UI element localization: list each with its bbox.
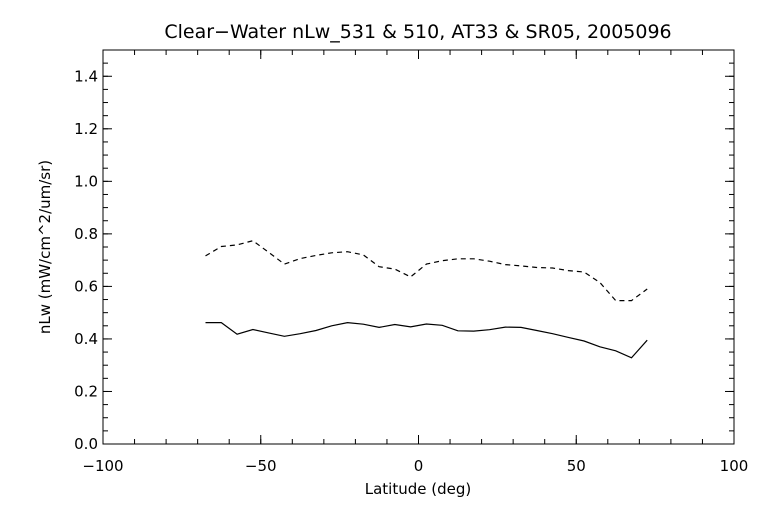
y-tick-label: 0.2 (74, 382, 98, 400)
x-tick-label: −50 (245, 457, 277, 475)
x-tick-label: −100 (82, 457, 123, 475)
y-axis-label: nLw (mW/cm^2/um/sr) (36, 160, 54, 334)
x-axis-label: Latitude (deg) (365, 480, 471, 498)
chart-title: Clear−Water nLw_531 & 510, AT33 & SR05, … (164, 21, 671, 43)
plot-frame (102, 49, 735, 445)
series-line-1-solid (205, 321, 648, 359)
series-line-2-dashed (205, 240, 648, 302)
x-tick-label: 0 (414, 457, 424, 475)
axis-ticks (102, 49, 735, 445)
y-tick-label: 0.6 (74, 277, 98, 295)
y-tick-label: 0.0 (74, 435, 98, 453)
y-tick-label: 1.2 (74, 120, 98, 138)
x-tick-label: 100 (720, 457, 749, 475)
y-tick-label: 1.0 (74, 172, 98, 190)
y-tick-label: 0.4 (74, 330, 98, 348)
y-tick-label: 1.4 (74, 67, 98, 85)
axis-tick-labels: −100 −50 0 50 100 0.0 0.2 0.4 0.6 0.8 1.0 1.2 1.4 (74, 67, 748, 475)
y-tick-label: 0.8 (74, 225, 98, 243)
series-lines (205, 240, 648, 359)
x-tick-label: 50 (567, 457, 586, 475)
